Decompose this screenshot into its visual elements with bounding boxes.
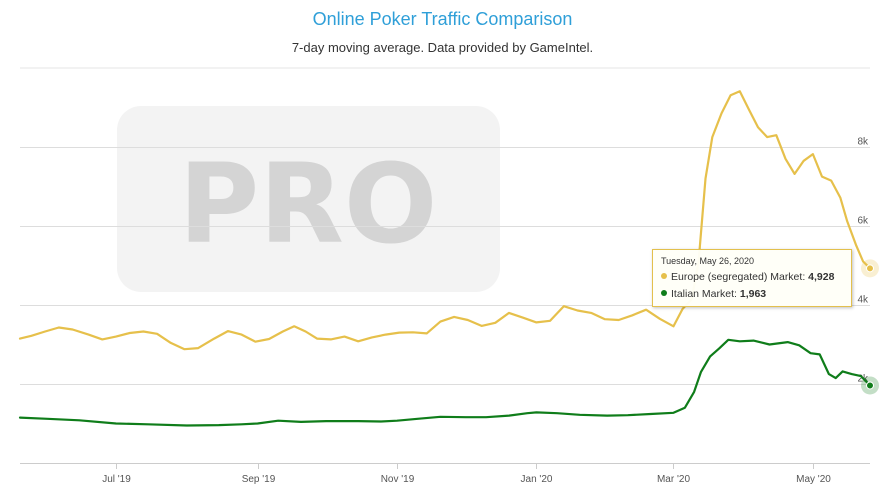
italy-legend-dot — [661, 290, 667, 296]
y-tick-label: 8k — [857, 137, 869, 148]
tooltip-value-italy: 1,963 — [739, 288, 767, 300]
y-tick-label: 6k — [857, 216, 869, 227]
x-axis: Jul '19 Sep '19 Nov '19 Jan '20 Mar '20 May '… — [20, 463, 870, 485]
hover-point-italy — [866, 381, 874, 390]
tooltip-row-europe: Europe (segregated) Market: 4,928 — [661, 269, 843, 286]
hover-point-europe — [866, 264, 874, 273]
grid-lines — [20, 67, 870, 385]
watermark-text: PRO — [179, 140, 438, 268]
series-line-italy — [18, 338, 872, 427]
tooltip-label-europe: Europe (segregated) Market: — [671, 271, 809, 283]
series-layer — [18, 90, 872, 427]
tooltip-date: Tuesday, May 26, 2020 — [661, 256, 755, 266]
tooltip: Tuesday, May 26, 2020 Europe (segregated… — [652, 249, 852, 307]
hover-markers — [861, 259, 879, 395]
x-tick-label: Sep '19 — [242, 474, 276, 485]
x-tick-label: Mar '20 — [657, 474, 690, 485]
chart-subtitle: 7-day moving average. Data provided by G… — [291, 40, 594, 55]
x-tick-label: Jul '19 — [102, 474, 131, 485]
series-line-europe — [18, 90, 872, 351]
x-tick-label: May '20 — [796, 474, 831, 485]
x-tick-label: Jan '20 — [521, 474, 553, 485]
tooltip-value-europe: 4,928 — [808, 271, 835, 283]
watermark-badge — [117, 106, 500, 292]
pro-watermark: PRO — [117, 106, 500, 292]
y-tick-label: 4k — [857, 295, 869, 306]
x-tick-label: Nov '19 — [381, 474, 415, 485]
europe-legend-dot — [661, 273, 667, 279]
tooltip-row-italy: Italian Market: 1,963 — [661, 286, 843, 303]
tooltip-label-italy: Italian Market: — [671, 288, 740, 300]
chart-title: Online Poker Traffic Comparison — [312, 9, 573, 29]
